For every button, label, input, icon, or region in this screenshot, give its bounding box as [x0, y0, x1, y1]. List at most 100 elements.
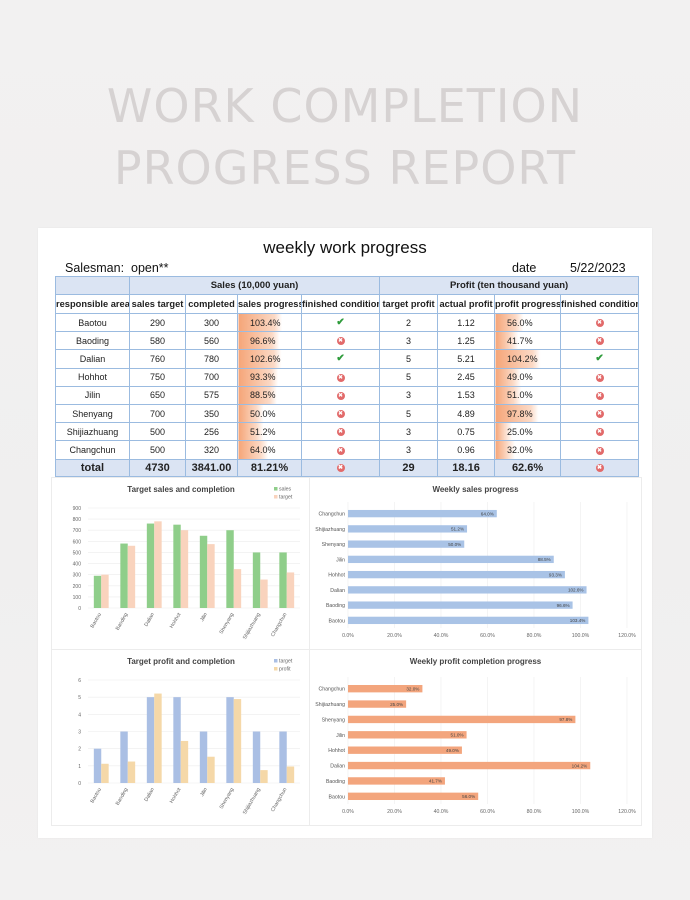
bar — [348, 601, 573, 609]
actual-profit-cell: 2.45 — [437, 367, 496, 387]
bar — [348, 509, 497, 518]
bar — [348, 761, 591, 770]
x-tick-label: Hohhot — [169, 612, 183, 630]
bar-target — [279, 731, 287, 783]
sales-condition-cell: ✖ — [300, 422, 381, 442]
y-tick-label: Changchun — [318, 512, 345, 518]
data-label: 64.0% — [481, 511, 494, 516]
profit-progress-value: 25.0% — [507, 426, 533, 437]
sales-progress-value: 96.6% — [250, 335, 276, 346]
bar-target — [199, 731, 208, 783]
bar-profit — [233, 699, 242, 783]
bar-target — [226, 697, 234, 783]
sales-condition-cross-icon: ✖ — [336, 428, 345, 437]
bar-sales — [93, 575, 102, 608]
date-value: 5/22/2023 — [570, 261, 626, 275]
chart-target-profit: Target profit and completion 0 1 2 3 4 5 6 Baot… — [51, 649, 311, 826]
sheet-title: weekly work progress — [263, 238, 427, 257]
total-sales-condition-cross-icon: ✖ — [336, 463, 345, 472]
data-label: 103.4% — [570, 618, 586, 623]
salesman-value: open** — [131, 261, 169, 275]
profit-condition-cross-icon: ✖ — [595, 337, 604, 346]
total-actual-profit: 18.16 — [437, 458, 496, 477]
sales-progress-cell: 102.6% — [237, 349, 302, 369]
profit-condition-cross-icon: ✖ — [595, 391, 604, 400]
sales-target-cell: 760 — [129, 349, 186, 369]
actual-profit-cell: 1.25 — [437, 331, 496, 351]
legend-label: target — [279, 659, 293, 665]
sales-condition-check-icon: ✔ — [336, 353, 345, 365]
y-tick-label: Dalian — [330, 588, 345, 594]
completed-cell: 575 — [185, 385, 238, 405]
x-tick-label: 100.0% — [572, 809, 590, 815]
bar-profit — [127, 761, 136, 783]
group-sales: Sales (10,000 yuan) — [128, 276, 381, 295]
target-profit-cell: 2 — [379, 312, 439, 333]
sales-progress-value: 88.5% — [250, 390, 276, 401]
column-header: sales target — [129, 294, 186, 314]
x-tick-label: Shijiazhuang — [242, 612, 262, 641]
target-profit-cell: 3 — [379, 440, 439, 460]
sales-progress-cell: 64.0% — [237, 440, 302, 460]
legend-swatch — [274, 487, 278, 491]
column-header: finished condition — [560, 294, 640, 314]
bar-target — [180, 530, 189, 608]
target-profit-cell: 3 — [379, 331, 439, 351]
y-tick-label: 2 — [78, 747, 81, 753]
bar-target — [207, 544, 215, 608]
sales-progress-cell: 88.5% — [237, 385, 302, 405]
bar-profit — [154, 693, 162, 783]
x-tick-label: Jilin — [199, 787, 209, 798]
y-tick-label: Baotou — [329, 618, 346, 624]
sales-target-cell: 500 — [129, 422, 186, 442]
sales-condition-cross-icon: ✖ — [336, 391, 345, 400]
y-tick-label: 100 — [73, 595, 82, 601]
bar — [348, 715, 576, 724]
x-tick-label: Jilin — [199, 612, 209, 623]
target-profit-cell: 3 — [379, 385, 439, 405]
table-row: Dalian 760 780 102.6% ✔ 5 5.21 104.2% ✔ — [55, 349, 640, 369]
data-label: 93.3% — [549, 572, 562, 577]
salesman-label: Salesman: — [65, 261, 125, 275]
area-cell: Hohhot — [55, 367, 130, 387]
sales-progress-value: 102.6% — [250, 353, 281, 364]
chart-title: Target sales and completion — [127, 485, 235, 494]
chart-target-sales-svg: 0 100 200 300 400 500 600 700 800 900 Baotou Baodin… — [73, 487, 300, 641]
sales-progress-cell: 50.0% — [237, 403, 302, 424]
bar-target — [233, 569, 242, 608]
bar-profit — [101, 763, 109, 783]
x-tick-label: Hohhot — [169, 787, 183, 805]
bar — [348, 746, 462, 754]
profit-progress-value: 97.8% — [507, 408, 533, 419]
sales-target-cell: 580 — [129, 331, 186, 351]
bar-sales — [199, 535, 208, 608]
sales-condition-check-icon: ✔ — [336, 317, 345, 329]
profit-progress-value: 51.0% — [507, 390, 533, 401]
column-header: target profit — [379, 294, 439, 314]
bar-target — [173, 697, 181, 783]
bar-profit — [207, 756, 215, 783]
y-tick-label: Hohhot — [328, 573, 345, 579]
profit-condition-cell: ✖ — [560, 403, 640, 424]
sales-condition-cross-icon: ✖ — [336, 373, 345, 382]
profit-progress-cell: 51.0% — [494, 385, 562, 405]
bar-sales — [226, 530, 234, 608]
bar — [348, 792, 479, 801]
x-tick-label: Shenyang — [219, 612, 236, 635]
chart-weekly-profit: Weekly profit completion progress 0.0% 20… — [309, 649, 642, 826]
completed-cell: 256 — [185, 422, 238, 442]
actual-profit-cell: 4.89 — [437, 403, 496, 424]
bar-sales — [279, 552, 287, 608]
actual-profit-cell: 0.75 — [437, 422, 496, 442]
y-tick-label: Baoding — [326, 779, 345, 785]
table-group-header: Sales (10,000 yuan) Profit (ten thousand… — [55, 276, 640, 295]
sales-target-cell: 500 — [129, 440, 186, 460]
target-profit-cell: 5 — [379, 349, 439, 369]
column-header: profit progress — [494, 294, 562, 314]
x-tick-label: 60.0% — [480, 633, 495, 639]
profit-condition-check-icon: ✔ — [595, 353, 604, 365]
y-tick-label: 5 — [78, 695, 81, 701]
profit-progress-cell: 49.0% — [494, 367, 562, 387]
bar-profit — [286, 766, 295, 783]
bar — [348, 586, 587, 594]
